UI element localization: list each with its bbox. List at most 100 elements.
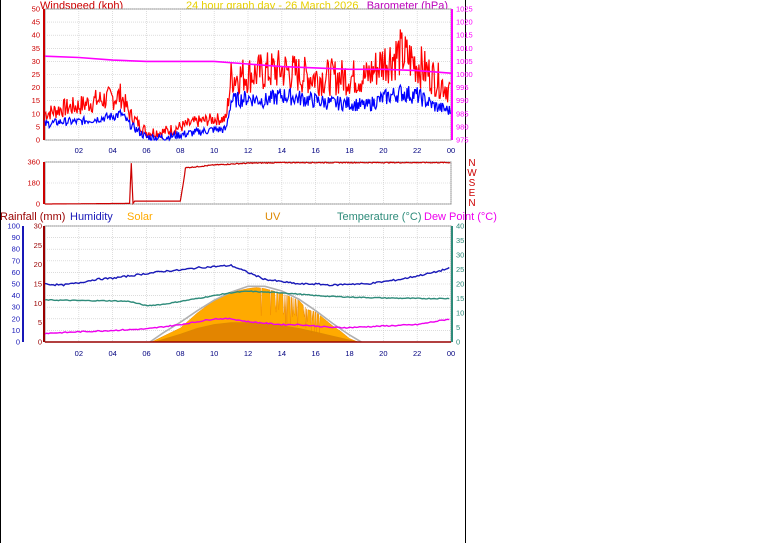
environment-panel: 0102030405060708090100051015202530051015… xyxy=(7,222,464,359)
barometer-y-tick-label: 1015 xyxy=(456,31,473,40)
rainfall-y-tick-label: 30 xyxy=(34,222,42,231)
barometer-y-tick-label: 1010 xyxy=(456,44,473,53)
wind-y-tick-label: 30 xyxy=(32,57,40,66)
direction-y-tick-label: 180 xyxy=(27,179,40,188)
humidity-y-tick-label: 100 xyxy=(7,222,20,231)
wind-x-tick-label: 02 xyxy=(75,146,83,155)
barometer-y-tick-label: 1025 xyxy=(456,5,473,14)
compass-label: N xyxy=(468,198,475,209)
barometer-y-tick-label: 995 xyxy=(456,83,469,92)
env-x-tick-label: 16 xyxy=(311,349,319,358)
direction-y-tick-label: 360 xyxy=(27,158,40,167)
humidity-y-tick-label: 50 xyxy=(12,280,20,289)
wind-series xyxy=(44,29,452,142)
compass-label: W xyxy=(467,168,477,179)
humidity-y-tick-label: 10 xyxy=(12,326,20,335)
wind-x-tick-label: 00 xyxy=(447,146,455,155)
uv-area xyxy=(154,322,358,342)
legend-rainfall: Rainfall (mm) xyxy=(0,211,65,223)
dew-point-line xyxy=(44,317,450,335)
compass-label: E xyxy=(469,188,476,199)
env-x-tick-label: 18 xyxy=(345,349,353,358)
humidity-y-tick-label: 70 xyxy=(12,256,20,265)
legend-solar: Solar xyxy=(127,211,153,223)
direction-y-tick-label: 0 xyxy=(36,200,40,209)
gust-line xyxy=(44,29,451,139)
humidity-y-tick-label: 40 xyxy=(12,291,20,300)
env-x-tick-label: 00 xyxy=(447,349,455,358)
environment-series xyxy=(44,263,451,343)
barometer-y-tick-label: 980 xyxy=(456,122,469,131)
barometer-line xyxy=(44,55,452,74)
wind-y-tick-label: 25 xyxy=(32,70,40,79)
direction-grid xyxy=(43,161,452,205)
humidity-line xyxy=(44,263,450,287)
env-x-tick-label: 06 xyxy=(142,349,150,358)
wind-panel: 0510152025303540455097598098599099510001… xyxy=(32,5,473,156)
barometer-y-tick-label: 1000 xyxy=(456,70,473,79)
env-x-tick-label: 14 xyxy=(278,349,286,358)
env-x-tick-label: 08 xyxy=(176,349,184,358)
wind-x-tick-label: 18 xyxy=(345,146,353,155)
wind-tick-labels: 0510152025303540455097598098599099510001… xyxy=(32,5,473,156)
rainfall-y-tick-label: 20 xyxy=(34,260,42,269)
env-x-tick-label: 02 xyxy=(75,349,83,358)
solar-max-line xyxy=(149,285,362,343)
env-x-tick-label: 12 xyxy=(244,349,252,358)
temperature-y-tick-label: 40 xyxy=(456,222,464,231)
humidity-y-tick-label: 90 xyxy=(12,233,20,242)
direction-series xyxy=(45,161,451,206)
barometer-y-tick-label: 990 xyxy=(456,96,469,105)
environment-tick-labels: 0102030405060708090100051015202530051015… xyxy=(7,222,464,359)
barometer-y-tick-label: 1005 xyxy=(456,57,473,66)
env-x-tick-label: 22 xyxy=(413,349,421,358)
humidity-y-tick-label: 20 xyxy=(12,314,20,323)
wind-x-tick-label: 12 xyxy=(244,146,252,155)
wind-x-tick-label: 14 xyxy=(278,146,286,155)
wind-x-tick-label: 06 xyxy=(142,146,150,155)
wind-x-tick-label: 04 xyxy=(108,146,116,155)
wind-y-tick-label: 35 xyxy=(32,44,40,53)
legend-uv: UV xyxy=(265,211,281,223)
wind-x-tick-label: 22 xyxy=(413,146,421,155)
wind-y-tick-label: 50 xyxy=(32,5,40,14)
humidity-y-tick-label: 60 xyxy=(12,268,20,277)
wind-x-tick-label: 10 xyxy=(210,146,218,155)
wind-y-tick-label: 0 xyxy=(36,136,40,145)
barometer-y-tick-label: 975 xyxy=(456,136,469,145)
temperature-y-tick-label: 10 xyxy=(456,309,464,318)
windspeed-line xyxy=(44,83,451,142)
direction-line xyxy=(45,161,451,206)
wind-y-tick-label: 40 xyxy=(32,31,40,40)
legend: Rainfall (mm) Humidity Solar UV Temperat… xyxy=(0,211,497,223)
env-x-tick-label: 04 xyxy=(108,349,116,358)
wind-x-tick-label: 08 xyxy=(176,146,184,155)
wind-x-tick-label: 20 xyxy=(379,146,387,155)
compass-label: S xyxy=(469,178,476,189)
temperature-y-tick-label: 0 xyxy=(456,338,460,347)
wind-x-tick-label: 16 xyxy=(311,146,319,155)
temperature-y-tick-label: 20 xyxy=(456,280,464,289)
rainfall-y-tick-label: 25 xyxy=(34,241,42,250)
rainfall-y-tick-label: 5 xyxy=(38,318,42,327)
temperature-y-tick-label: 15 xyxy=(456,294,464,303)
temperature-y-tick-label: 35 xyxy=(456,236,464,245)
wind-y-tick-label: 5 xyxy=(36,122,40,131)
rainfall-y-tick-label: 15 xyxy=(34,280,42,289)
temperature-line xyxy=(44,290,450,307)
barometer-y-tick-label: 1020 xyxy=(456,18,473,27)
humidity-y-tick-label: 0 xyxy=(16,338,20,347)
legend-dew-point: Dew Point (°C) xyxy=(424,211,497,223)
temperature-y-tick-label: 25 xyxy=(456,265,464,274)
wind-y-tick-label: 20 xyxy=(32,83,40,92)
temperature-y-tick-label: 5 xyxy=(456,323,460,332)
wind-y-tick-label: 45 xyxy=(32,18,40,27)
compass-label: N xyxy=(468,158,475,169)
humidity-y-tick-label: 80 xyxy=(12,245,20,254)
humidity-y-tick-label: 30 xyxy=(12,303,20,312)
rainfall-y-tick-label: 0 xyxy=(38,338,42,347)
temperature-y-tick-label: 30 xyxy=(456,251,464,260)
